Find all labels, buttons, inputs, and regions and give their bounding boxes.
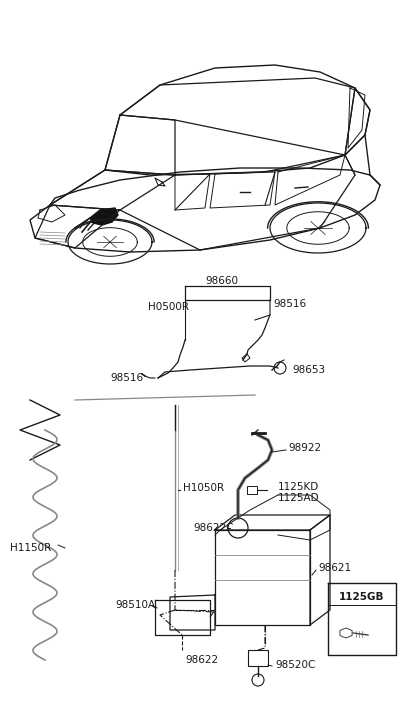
Text: H0500R: H0500R xyxy=(148,302,188,312)
Text: 98653: 98653 xyxy=(291,365,324,375)
Text: 98510A: 98510A xyxy=(115,600,155,610)
Polygon shape xyxy=(90,208,118,225)
Text: 98622: 98622 xyxy=(184,655,218,665)
Text: 1125GB: 1125GB xyxy=(338,592,384,602)
Text: 98622C: 98622C xyxy=(192,523,233,533)
Text: 1125AD: 1125AD xyxy=(277,493,319,503)
Text: H1150R: H1150R xyxy=(10,543,51,553)
Text: 1125KD: 1125KD xyxy=(277,482,318,492)
Text: 98516: 98516 xyxy=(272,299,306,309)
Text: 98516: 98516 xyxy=(110,373,143,383)
Text: 98520C: 98520C xyxy=(274,660,315,670)
Text: 98922: 98922 xyxy=(287,443,320,453)
Text: 98660: 98660 xyxy=(205,276,238,286)
Text: 98621: 98621 xyxy=(317,563,350,573)
Text: H1050R: H1050R xyxy=(182,483,224,493)
